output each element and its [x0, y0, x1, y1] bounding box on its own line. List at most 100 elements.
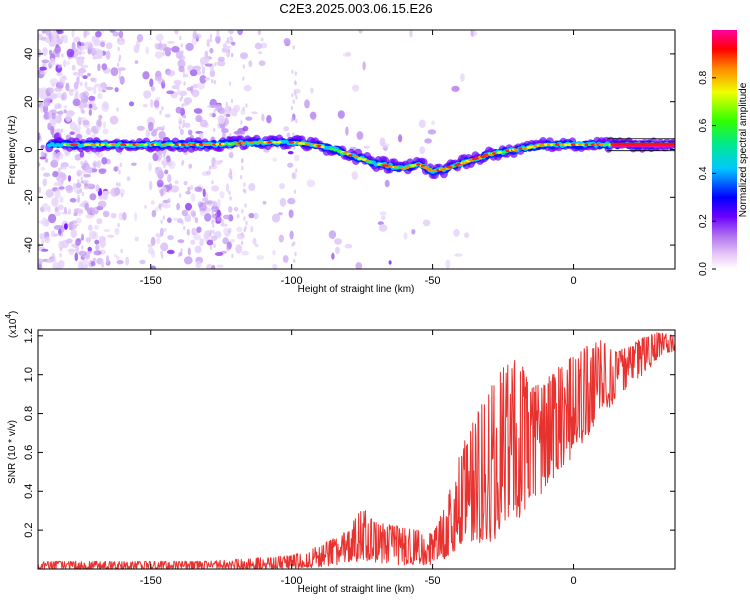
snr-scale-label: (x10	[8, 318, 19, 338]
spectrogram-blob	[231, 253, 234, 259]
spectrogram-blob	[76, 57, 84, 66]
spectrogram-blob	[217, 60, 226, 67]
spectrogram-blob	[182, 123, 185, 129]
spectrogram-blob	[183, 81, 186, 86]
spectrogram-blob	[212, 157, 216, 163]
spectrogram-blob	[228, 151, 234, 159]
spectrogram-blob	[221, 219, 225, 225]
spectrogram-blob	[65, 185, 74, 194]
spectrogram-blob	[180, 143, 186, 146]
spectrogram-blob	[167, 235, 174, 241]
spectrogram-blob	[358, 30, 363, 34]
spectrogram-blob	[80, 176, 83, 181]
spectrogram-blob	[85, 127, 91, 136]
spectrogram-blob	[251, 111, 258, 115]
spectrogram-blob	[202, 188, 206, 197]
spectrogram-blob	[90, 77, 96, 82]
spectrogram-blob	[230, 52, 234, 57]
spectrogram-blob	[58, 186, 65, 190]
spectrogram-blob	[424, 138, 432, 144]
spectrogram-blob	[118, 170, 121, 175]
spectrogram-blob	[254, 42, 263, 50]
spectrogram-x-tick-label: -150	[140, 275, 162, 287]
spectrogram-blob	[174, 30, 179, 35]
spectrogram-blob	[287, 151, 294, 155]
spectrogram-blob	[209, 69, 216, 78]
spectrogram-blob	[63, 143, 67, 146]
spectrogram-blob	[454, 253, 463, 257]
spectrogram-y-tick-label: -20	[23, 189, 35, 205]
spectrogram-blob	[61, 53, 64, 58]
colorbar-tick-label: 0.8	[698, 70, 709, 84]
spectrogram-blob	[46, 33, 50, 37]
spectrogram-blob	[96, 126, 101, 131]
spectrogram-blob	[57, 53, 61, 59]
spectrogram-blob	[47, 95, 56, 100]
spectrogram-blob	[163, 154, 166, 159]
spectrogram-blob	[258, 60, 266, 66]
spectrogram-blob	[51, 82, 56, 87]
spectrogram-blob	[118, 182, 121, 187]
spectrogram-blob	[78, 208, 82, 217]
spectrogram-blob	[51, 151, 57, 158]
spectrogram-blob	[356, 131, 364, 140]
spectrogram-blob	[119, 188, 125, 195]
spectrogram-blob	[85, 237, 92, 243]
spectrogram-blob	[216, 30, 220, 38]
spectrogram-x-tick-label: -50	[425, 275, 441, 287]
spectrogram-blob	[97, 63, 101, 72]
spectrogram-blob	[77, 179, 80, 184]
spectrogram-blob	[220, 142, 225, 146]
spectrogram-blob	[419, 146, 426, 155]
spectrogram-blob	[72, 98, 81, 107]
spectrogram-blob	[102, 101, 109, 109]
spectrogram-blob	[230, 41, 236, 46]
spectrogram-blob	[94, 224, 99, 230]
spectrogram-blob	[331, 252, 335, 260]
spectrogram-blob	[214, 61, 217, 67]
spectrogram-blob	[241, 232, 244, 237]
spectrogram-blob	[47, 122, 52, 131]
spectrogram-blob	[293, 145, 296, 151]
spectrogram-blob	[228, 81, 232, 86]
spectrogram-blob	[183, 97, 193, 104]
spectrogram-blob	[199, 238, 204, 247]
spectrogram-blob	[183, 122, 191, 128]
spectrogram-blob	[563, 143, 569, 146]
spectrogram-blob	[260, 42, 268, 49]
spectrogram-blob	[67, 88, 76, 92]
spectrogram-blob	[41, 30, 46, 34]
spectrogram-blob	[150, 236, 156, 246]
snr-x-label: Height of straight line (km)	[298, 584, 415, 595]
spectrogram-blob	[95, 31, 102, 38]
spectrogram-blob	[291, 117, 295, 122]
spectrogram-blob	[229, 107, 232, 112]
spectrogram-blob	[39, 233, 45, 240]
spectrogram-blob	[88, 230, 97, 240]
spectrogram-blob	[60, 165, 63, 170]
spectrogram-blob	[388, 260, 392, 265]
spectrogram-blob	[211, 162, 215, 168]
spectrogram-blob	[166, 90, 175, 95]
spectrogram-blob	[181, 209, 188, 217]
spectrogram-blob	[309, 111, 317, 120]
spectrogram-blob	[427, 169, 434, 172]
spectrogram-blob	[180, 248, 183, 253]
spectrogram-blob	[226, 37, 230, 42]
spectrogram-blob	[81, 245, 84, 250]
spectrogram-blob	[105, 42, 113, 50]
spectrogram-blob	[235, 244, 243, 254]
spectrogram-blob	[206, 39, 210, 47]
spectrogram-blob	[289, 230, 294, 240]
spectrogram-blob	[163, 47, 172, 52]
spectrogram-blob	[58, 259, 65, 269]
spectrogram-blob	[63, 105, 68, 109]
spectrogram-blob	[128, 101, 135, 107]
snr-y-tick-label: 0.4	[23, 484, 35, 499]
spectrogram-blob	[74, 51, 78, 61]
spectrogram-blob	[150, 265, 157, 269]
spectrogram-blob	[162, 79, 165, 85]
spectrogram-blob	[75, 238, 81, 246]
spectrogram-blob	[190, 239, 196, 245]
spectrogram-blob	[208, 165, 212, 171]
